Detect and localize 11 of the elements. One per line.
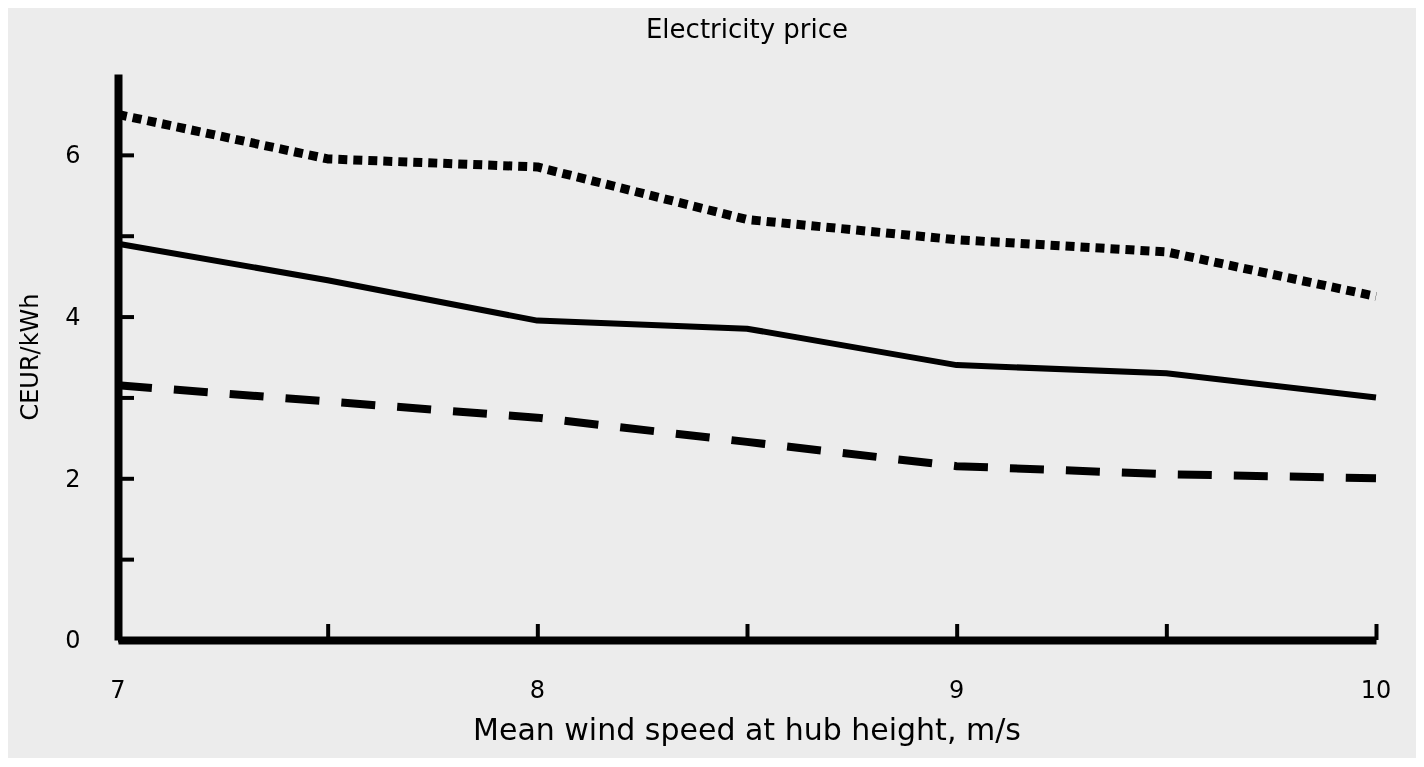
y-axis-title: CEUR/kWh: [16, 293, 44, 421]
y-tick-label: 2: [65, 464, 81, 493]
y-tick-label: 6: [65, 141, 81, 170]
x-tick-label: 10: [1360, 676, 1392, 704]
x-tick-label: 9: [949, 676, 965, 704]
chart-title: Electricity price: [645, 14, 849, 44]
y-tick-label: 4: [65, 302, 81, 331]
x-axis-title: Mean wind speed at hub height, m/s: [473, 712, 1021, 747]
x-tick-label: 8: [529, 676, 545, 704]
x-tick-label: 7: [110, 676, 126, 704]
y-tick-label: 0: [65, 626, 81, 655]
